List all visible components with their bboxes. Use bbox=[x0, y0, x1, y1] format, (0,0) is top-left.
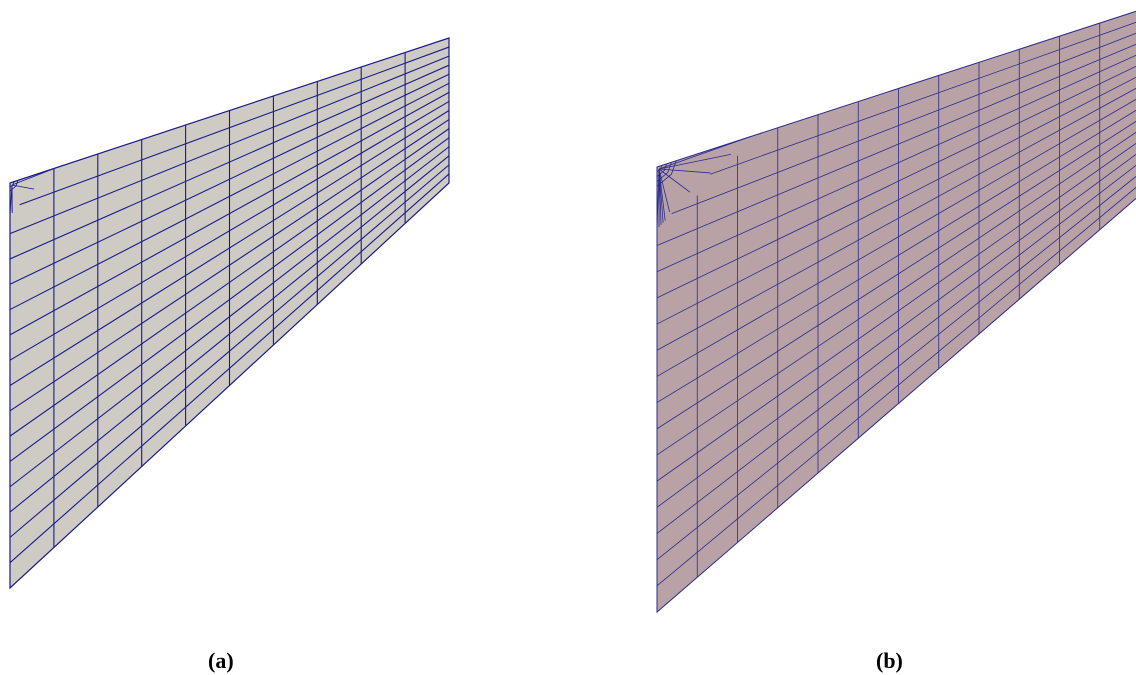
caption-b: (b) bbox=[876, 648, 903, 673]
mesh-row-line bbox=[9, 146, 450, 488]
mesh-row-line bbox=[656, 98, 1136, 377]
mesh-row-line bbox=[656, 175, 1136, 560]
mesh-row-line bbox=[656, 186, 1136, 587]
mesh-row-line bbox=[656, 87, 1136, 351]
corner-refinement-ring bbox=[656, 162, 672, 182]
mesh-row-line bbox=[656, 142, 1136, 482]
corner-fan-line bbox=[658, 168, 691, 193]
mesh-row-line bbox=[9, 100, 450, 361]
corner-refinement-ring bbox=[656, 160, 677, 187]
corner-refinement-ring bbox=[656, 165, 663, 173]
corner-fan-line bbox=[658, 136, 752, 170]
mesh-row-line bbox=[9, 55, 450, 235]
mesh-row-line bbox=[9, 164, 450, 538]
mesh-row-line bbox=[656, 43, 1136, 246]
mesh-row-line bbox=[9, 173, 450, 564]
mesh-row-line bbox=[9, 128, 450, 437]
mesh-row-line bbox=[9, 91, 450, 336]
corner-refinement-ring bbox=[9, 180, 19, 192]
mesh-row-line bbox=[656, 131, 1136, 456]
corner-fan-line bbox=[656, 168, 660, 230]
mesh-row-line bbox=[9, 64, 450, 260]
mesh-row-line bbox=[9, 110, 450, 386]
mesh-row-line bbox=[9, 155, 450, 513]
corner-fan-line bbox=[658, 168, 671, 213]
mesh-row-line bbox=[656, 76, 1136, 325]
corner-refinement-ring bbox=[9, 181, 15, 188]
corner-fan-line bbox=[11, 167, 57, 186]
mesh-row-line bbox=[656, 164, 1136, 534]
mesh-row-line bbox=[9, 119, 450, 412]
mesh-row-line bbox=[656, 109, 1136, 403]
mesh-row-line bbox=[656, 120, 1136, 430]
mesh-row-line bbox=[671, 32, 1136, 215]
corner-fan-line bbox=[658, 153, 731, 170]
mesh-row-line bbox=[9, 82, 450, 311]
mesh-row-line bbox=[710, 21, 1136, 175]
mesh-row-line bbox=[19, 46, 450, 206]
caption-a: (a) bbox=[208, 648, 234, 673]
mesh-row-line bbox=[9, 73, 450, 285]
mesh-row-line bbox=[9, 137, 450, 462]
corner-refinement-ring bbox=[656, 163, 667, 177]
corner-fan-line bbox=[658, 168, 711, 174]
mesh-row-line bbox=[656, 65, 1136, 299]
mesh-row-line bbox=[656, 54, 1136, 273]
mesh-row-line bbox=[656, 153, 1136, 508]
